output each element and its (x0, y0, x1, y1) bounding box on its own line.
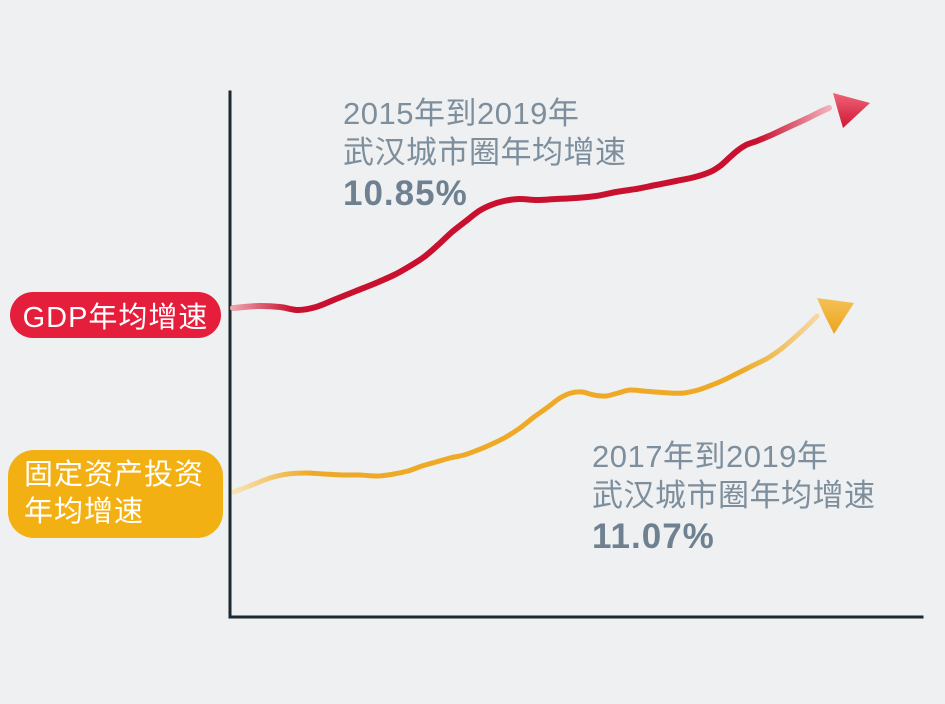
investment-arrow-icon (817, 298, 854, 334)
annotation-scope: 武汉城市圈年均增速 (343, 135, 627, 170)
investment-legend-pill: 固定资产投资 年均增速 (8, 450, 223, 538)
annotation-value: 11.07% (592, 517, 715, 556)
gdp-legend-pill: GDP年均增速 (10, 292, 221, 338)
annotation-period: 2017年到2019年 (592, 439, 829, 474)
gdp-annotation: 2015年到2019年 武汉城市圈年均增速 10.85% (343, 94, 627, 213)
annotation-period: 2015年到2019年 (343, 96, 580, 131)
gdp-legend-label: GDP年均增速 (22, 302, 209, 334)
investment-annotation: 2017年到2019年 武汉城市圈年均增速 11.07% (592, 437, 876, 556)
investment-legend-label-line1: 固定资产投资 (24, 459, 205, 491)
gdp-line (230, 105, 832, 313)
investment-line (231, 313, 820, 495)
annotation-scope: 武汉城市圈年均增速 (592, 478, 876, 513)
investment-legend-label-line2: 年均增速 (24, 496, 145, 528)
axes-line (228, 90, 924, 619)
gdp-arrow-icon (833, 93, 870, 128)
annotation-value: 10.85% (343, 174, 468, 213)
